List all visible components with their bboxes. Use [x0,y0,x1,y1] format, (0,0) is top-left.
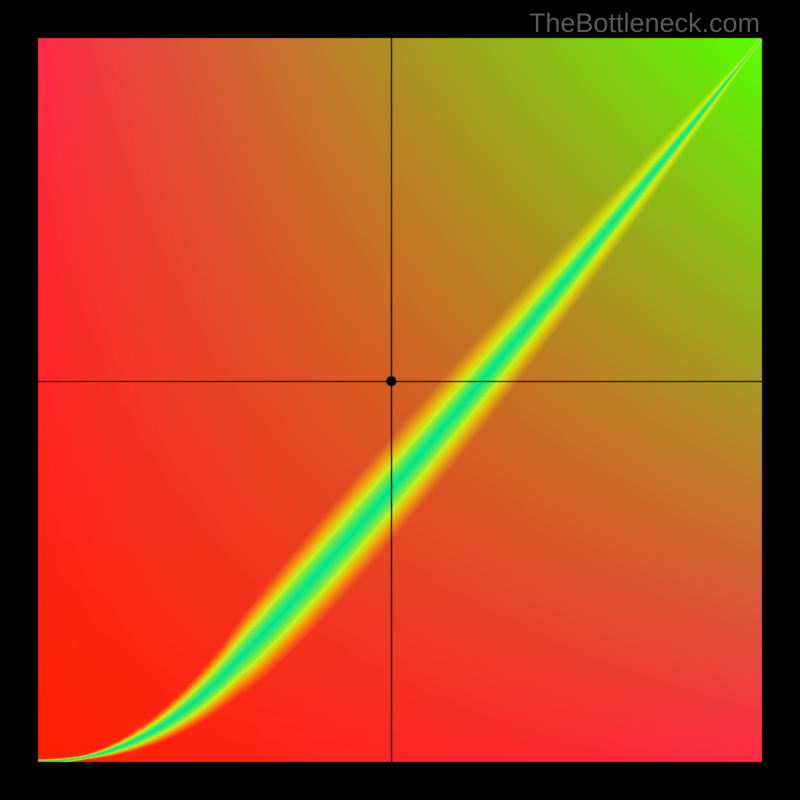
bottleneck-heatmap [0,0,800,800]
watermark-text: TheBottleneck.com [529,8,760,39]
